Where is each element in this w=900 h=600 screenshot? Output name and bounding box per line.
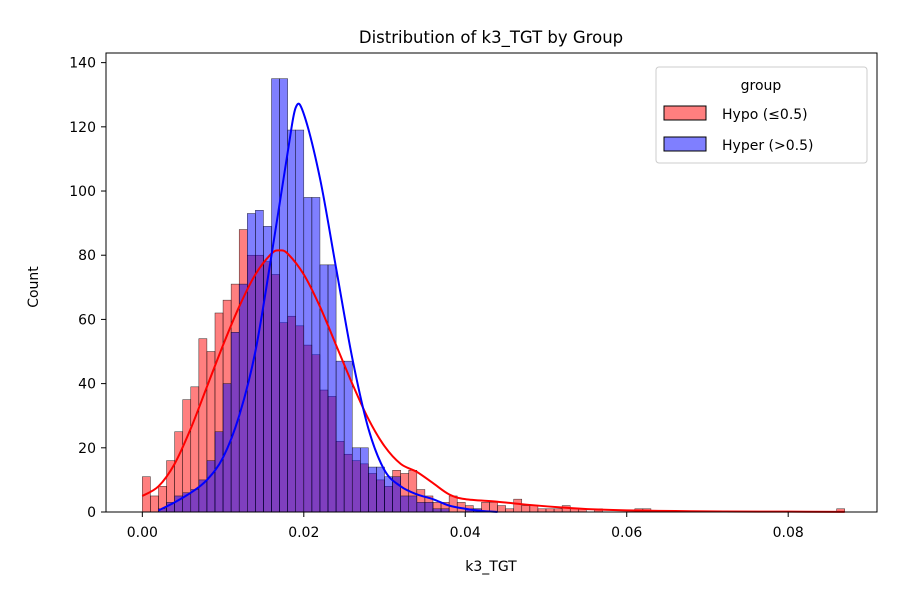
hyper-bar [214,431,224,513]
hypo-kde-line [141,249,845,513]
hypo-bar [513,498,523,513]
y-tick-label: 20 [78,441,96,457]
hyper-kde-line [158,102,498,513]
legend: group Hypo (≤0.5) Hyper (>0.5) [655,66,868,164]
x-tick-label: 0.06 [611,525,642,541]
hyper-bar [351,447,361,513]
hyper-bar [287,129,296,513]
hyper-bar [368,466,377,513]
hypo-bar [521,505,531,513]
x-tick-label: 0.08 [773,525,804,541]
hyper-bar [400,495,409,513]
y-tick-label: 0 [87,505,96,521]
y-axis-ticks: 0 20 40 60 80 100 120 140 [69,56,106,521]
legend-swatch-hyper [663,136,707,152]
hypo-bar [150,495,159,513]
legend-swatch-hypo [663,105,707,121]
legend-title: group [741,78,782,94]
y-tick-label: 40 [78,377,96,393]
hyper-bar [271,78,280,513]
x-tick-label: 0.04 [450,525,481,541]
hyper-bar [424,502,434,513]
hyper-bar [327,264,337,513]
hyper-bar [319,264,329,513]
hyper-bar [408,495,418,513]
hypo-bar [529,505,539,513]
plot-frame [105,52,878,513]
hyper-bar [360,447,369,513]
legend-label-hyper: Hyper (>0.5) [722,138,813,154]
hyper-bar [255,210,264,513]
y-tick-label: 140 [69,56,96,72]
hyper-bar [343,360,353,513]
hyper-bar [206,460,216,513]
hyper-bar [376,466,385,513]
chart-title: Distribution of k3_TGT by Group [359,28,623,48]
y-axis-label: Count [26,266,42,308]
hyper-bar [238,283,248,513]
hyper-bar [384,476,393,513]
x-axis-ticks: 0.00 0.02 0.04 0.06 0.08 [127,512,804,541]
hyper-bar [311,197,321,513]
hyper-bar [279,78,288,513]
hypo-bar [497,505,506,513]
y-tick-label: 60 [78,312,96,328]
x-axis-label: k3_TGT [465,559,517,575]
x-tick-label: 0.00 [127,525,158,541]
y-tick-label: 100 [69,184,96,200]
y-tick-label: 80 [78,248,96,264]
hyper-bar [335,360,345,513]
hypo-bar [448,495,458,513]
hypo-bar [489,502,498,513]
legend-label-hypo: Hypo (≤0.5) [722,107,808,123]
hyper-bar [263,226,272,513]
hyper-bar [303,197,313,513]
hyper-bar [247,213,256,513]
x-tick-label: 0.02 [288,525,319,541]
y-tick-label: 120 [69,120,96,136]
hyper-bar [416,502,426,513]
kde-curves [141,102,845,513]
hyper-bar [295,129,305,513]
legend-box [655,66,868,164]
